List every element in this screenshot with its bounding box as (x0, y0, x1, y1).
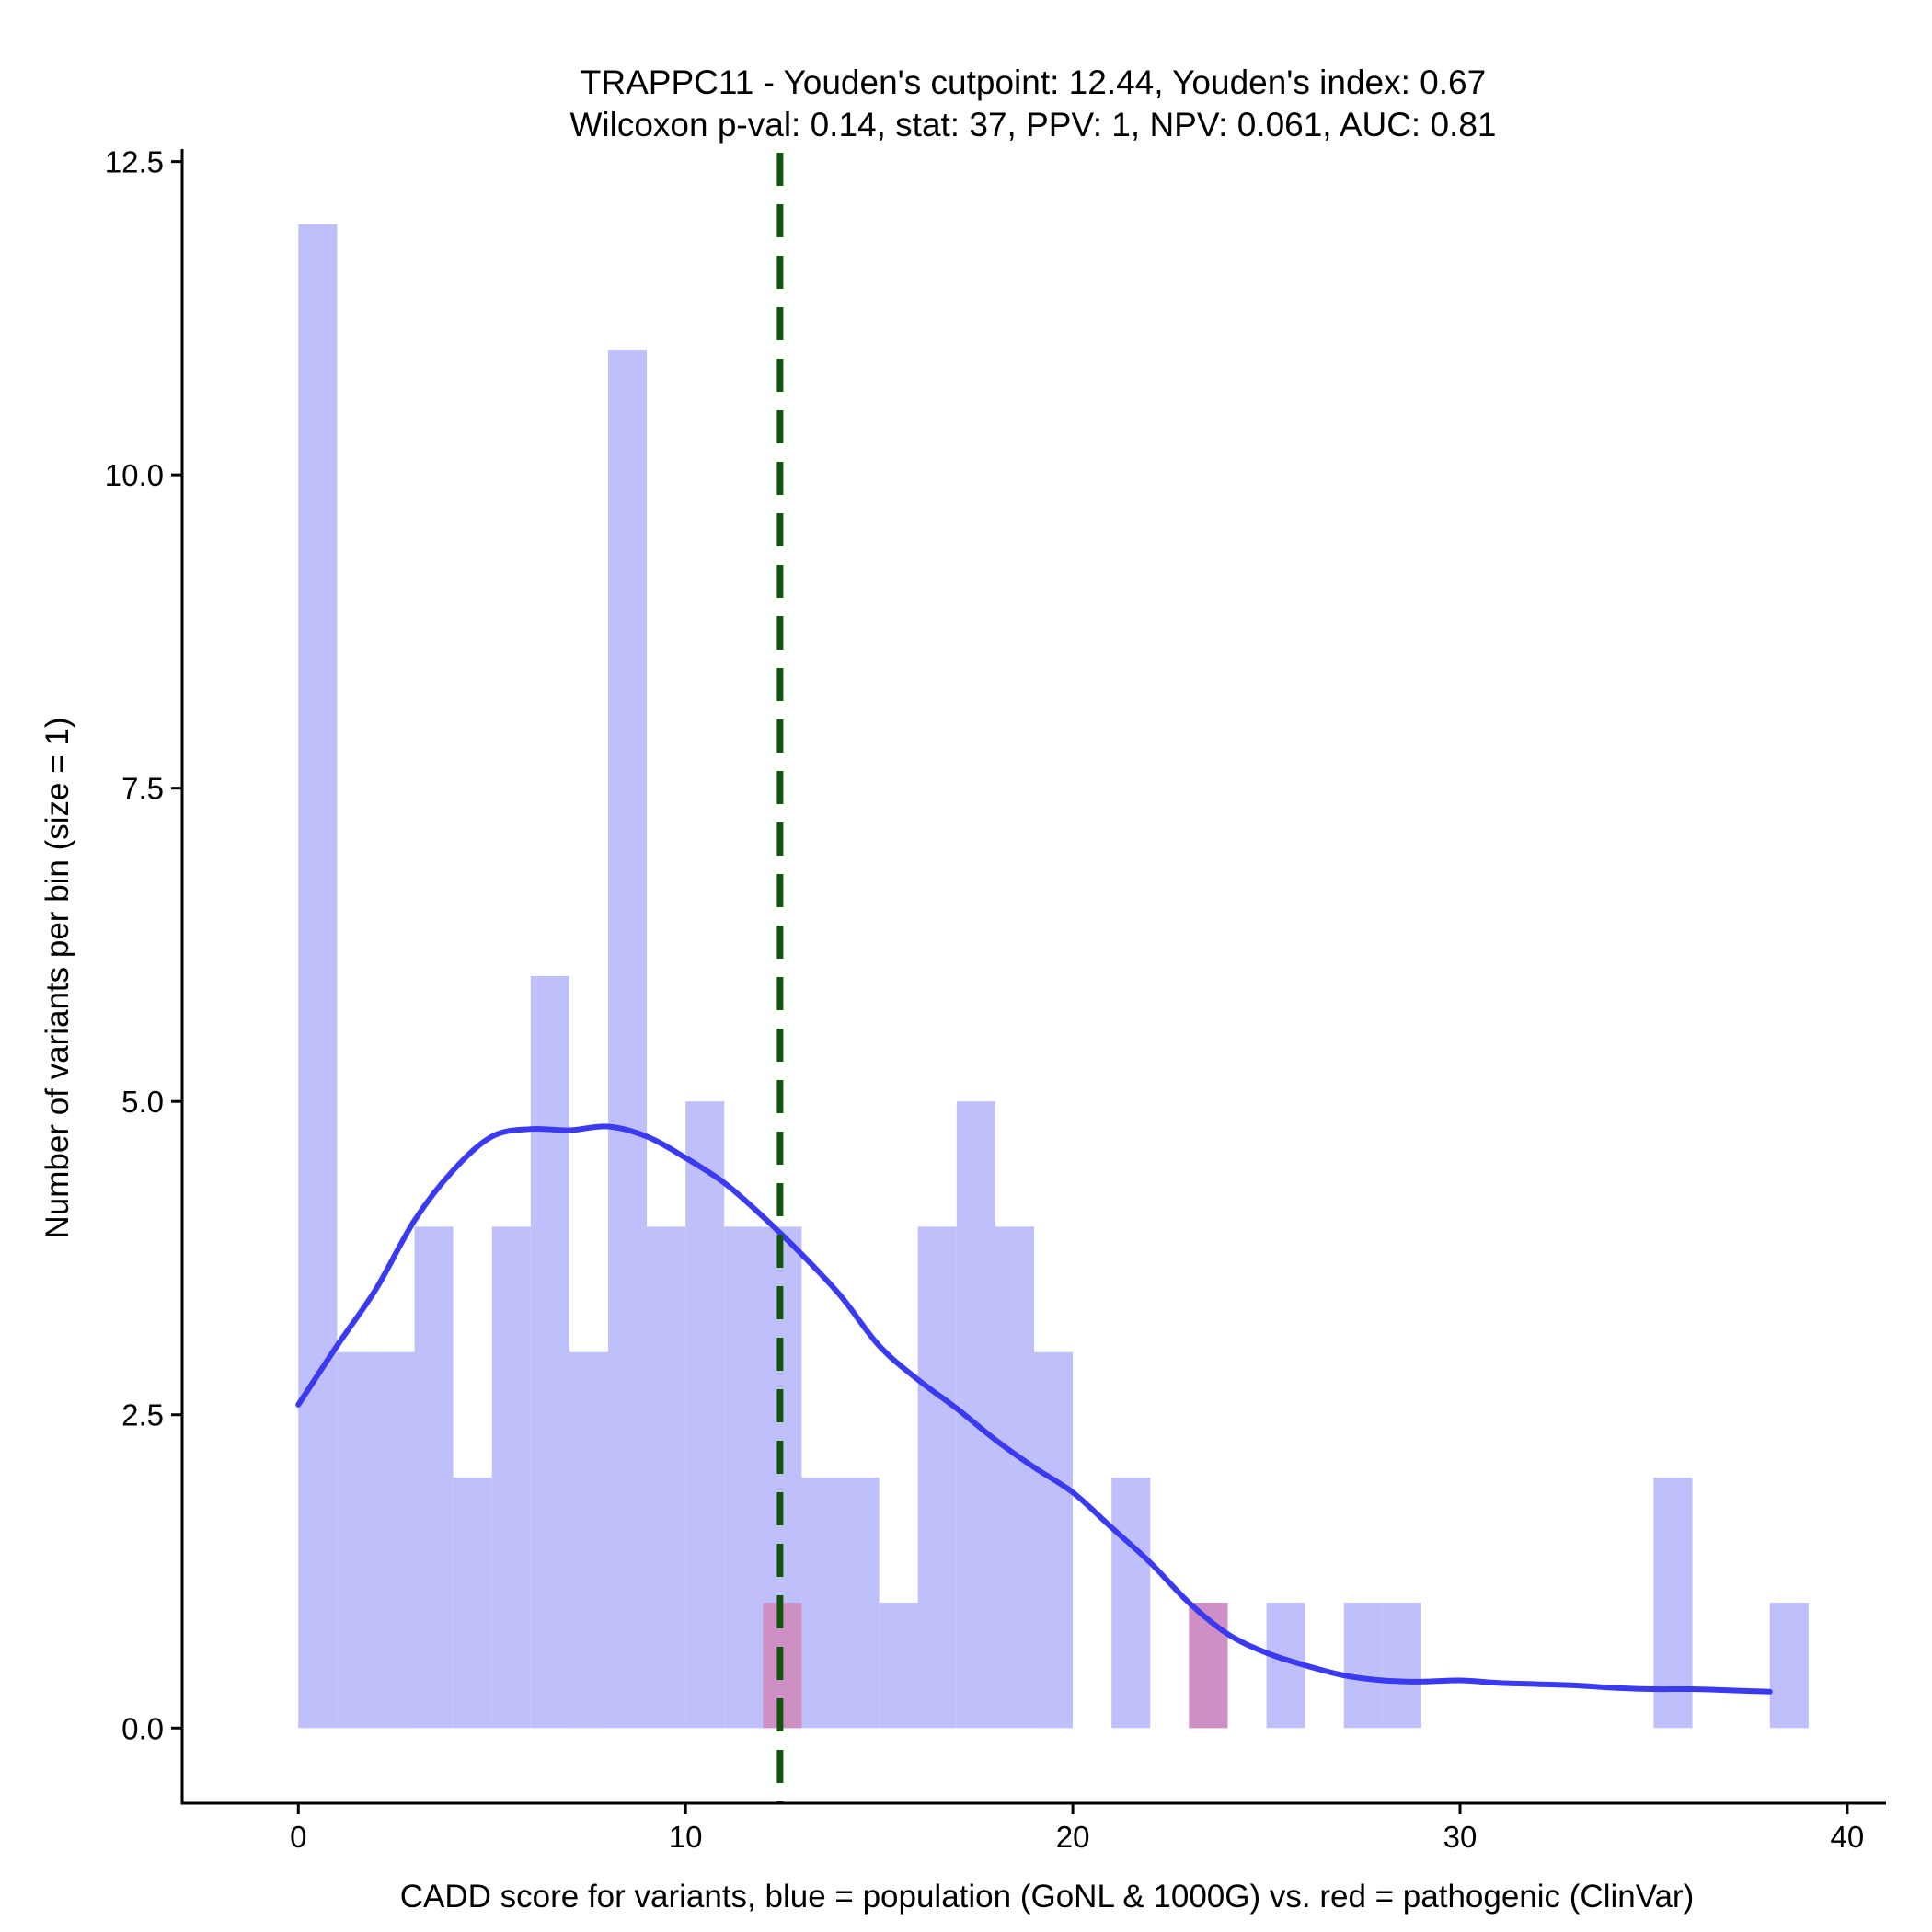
population-bar-6 (530, 976, 569, 1729)
pathogenic-bar-23 (1189, 1603, 1228, 1729)
y-axis-ticks: 0.0 2.5 5.0 7.5 10.0 12.5 (105, 145, 182, 1745)
population-bar-10 (685, 1101, 725, 1729)
population-bar-0 (298, 224, 338, 1729)
y-axis-label: Number of variants per bin (size = 1) (40, 717, 75, 1238)
population-bar-19 (1034, 1351, 1074, 1729)
population-bar-14 (840, 1477, 880, 1729)
population-bar-18 (995, 1226, 1034, 1729)
x-tick-label: 40 (1831, 1820, 1865, 1854)
density-curve (295, 1123, 1773, 1695)
x-tick-label: 10 (669, 1820, 703, 1854)
x-axis-ticks: 0 10 20 30 40 (290, 1803, 1864, 1854)
population-bar-35 (1653, 1477, 1693, 1729)
y-tick-label: 10.0 (105, 458, 164, 492)
y-tick-label: 0.0 (121, 1711, 164, 1745)
population-bar-8 (608, 349, 648, 1729)
population-bar-13 (801, 1477, 841, 1729)
population-bars (298, 224, 1809, 1729)
population-bar-38 (1769, 1603, 1809, 1729)
population-bar-9 (647, 1226, 686, 1729)
x-tick-label: 0 (290, 1820, 306, 1854)
x-tick-label: 20 (1056, 1820, 1090, 1854)
chart-title-line1: TRAPPC11 - Youden's cutpoint: 12.44, You… (581, 63, 1486, 101)
population-bar-2 (375, 1351, 415, 1729)
y-tick-label: 12.5 (105, 145, 164, 179)
population-bar-7 (569, 1351, 608, 1729)
population-bar-5 (491, 1226, 531, 1729)
population-bar-21 (1111, 1477, 1151, 1729)
y-tick-label: 5.0 (121, 1085, 164, 1119)
population-bar-28 (1382, 1603, 1421, 1729)
x-axis-label: CADD score for variants, blue = populati… (400, 1879, 1695, 1915)
population-bar-4 (453, 1477, 492, 1729)
population-bar-27 (1343, 1603, 1383, 1729)
population-bar-11 (724, 1226, 764, 1729)
population-bar-16 (917, 1226, 957, 1729)
y-tick-label: 7.5 (121, 772, 164, 806)
population-bar-3 (414, 1226, 454, 1729)
population-bar-1 (337, 1351, 376, 1729)
y-tick-label: 2.5 (121, 1398, 164, 1432)
chart-title-line2: Wilcoxon p-val: 0.14, stat: 37, PPV: 1, … (569, 106, 1496, 144)
x-tick-label: 30 (1443, 1820, 1478, 1854)
population-bar-15 (879, 1603, 918, 1729)
